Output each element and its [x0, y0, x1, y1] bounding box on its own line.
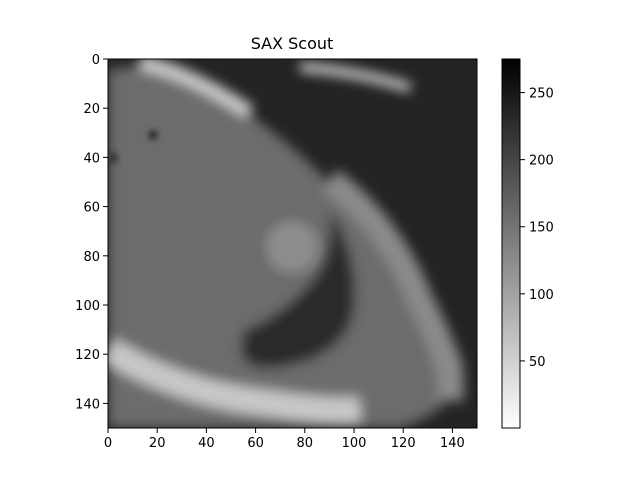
x-tick-label: 60 — [247, 436, 264, 451]
x-axis: 0 20 40 60 80 100 120 140 — [104, 428, 465, 451]
colorbar-tick-label: 150 — [529, 221, 554, 236]
y-tick-label: 100 — [75, 299, 100, 314]
colorbar-tick-label: 100 — [529, 288, 554, 303]
x-tick-label: 140 — [440, 436, 465, 451]
x-tick-label: 40 — [198, 436, 215, 451]
colorbar — [501, 58, 521, 429]
colorbar-tick-label: 50 — [529, 355, 546, 370]
y-axis: 0 20 40 60 80 100 120 140 — [75, 53, 108, 412]
y-tick-label: 140 — [75, 397, 100, 412]
y-tick-label: 60 — [83, 201, 100, 216]
x-tick-label: 100 — [342, 436, 367, 451]
x-tick-label: 20 — [149, 436, 166, 451]
y-tick-label: 80 — [83, 250, 100, 265]
heatmap-image — [108, 59, 477, 428]
colorbar-axis: 50 100 150 200 250 — [520, 87, 554, 370]
x-tick-label: 0 — [104, 436, 112, 451]
y-tick-label: 20 — [83, 102, 100, 117]
y-tick-label: 0 — [92, 53, 100, 68]
x-tick-label: 120 — [391, 436, 416, 451]
chart-title: SAX Scout — [251, 34, 334, 53]
colorbar-tick-label: 200 — [529, 154, 554, 169]
colorbar-tick-label: 250 — [529, 87, 554, 102]
x-tick-label: 80 — [297, 436, 314, 451]
plot-frame — [107, 58, 478, 429]
y-tick-label: 40 — [83, 151, 100, 166]
y-tick-label: 120 — [75, 348, 100, 363]
